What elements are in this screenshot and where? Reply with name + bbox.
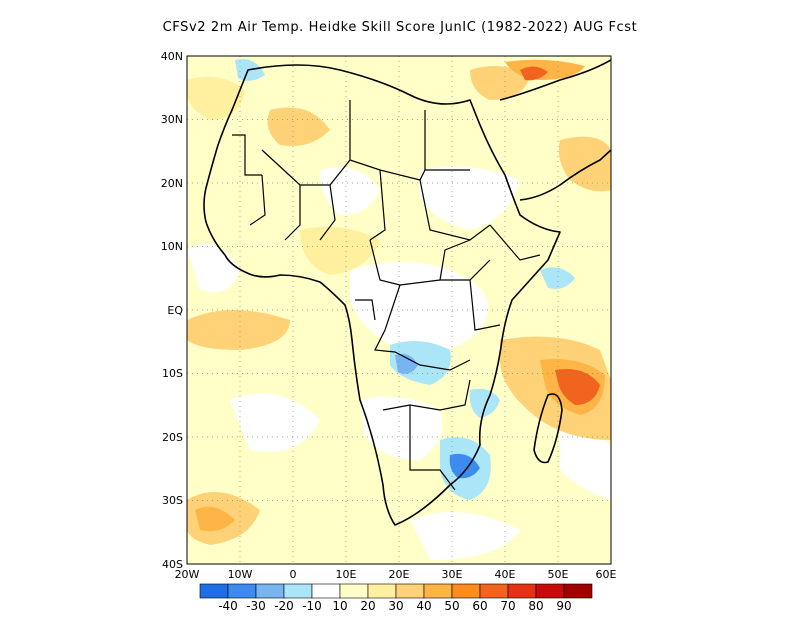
lon-label: 10E [336, 568, 357, 581]
lat-label: 20S [162, 431, 183, 444]
colorbar-swatch [395, 583, 425, 599]
gridlines [187, 56, 611, 564]
colorbar-swatch [227, 583, 257, 599]
lon-label: 20E [389, 568, 410, 581]
colorbar-label: 70 [500, 599, 515, 613]
lat-label: EQ [167, 304, 183, 317]
colorbar-label: 90 [556, 599, 571, 613]
colorbar-swatch [199, 583, 229, 599]
chart-title: CFSv2 2m Air Temp. Heidke Skill Score Ju… [162, 20, 638, 35]
colorbar-swatch [535, 583, 565, 599]
map-frame [186, 55, 612, 565]
colorbar-label: 30 [388, 599, 403, 613]
lon-label: 60E [596, 568, 617, 581]
colorbar-swatch [479, 583, 509, 599]
colorbar-swatch [563, 583, 593, 599]
colorbar-swatch [423, 583, 453, 599]
lat-label: 10S [162, 367, 183, 380]
colorbar-label: 50 [444, 599, 459, 613]
lat-label: 30S [162, 494, 183, 507]
colorbar-label: -10 [302, 599, 322, 613]
lon-label: 10W [228, 568, 253, 581]
lat-label: 20N [161, 177, 183, 190]
country-borders [232, 100, 541, 491]
colorbar-swatch [311, 583, 341, 599]
lat-label: 40N [161, 50, 183, 63]
lon-label: 30E [442, 568, 463, 581]
lon-label: 40E [495, 568, 516, 581]
lon-label: 0 [290, 568, 297, 581]
lat-axis: 40N 30N 20N 10N EQ 10S 20S 30S 40S [161, 50, 184, 571]
colorbar-label: -30 [246, 599, 266, 613]
colorbar-labels: -40 -30 -20 -10 10 20 30 40 50 60 70 80 90 [218, 599, 571, 613]
colorbar-label: 60 [472, 599, 487, 613]
colorbar-swatches [199, 583, 593, 599]
lat-label: 10N [161, 240, 183, 253]
coastlines [203, 59, 611, 526]
colorbar-label: -40 [218, 599, 238, 613]
lon-label: 50E [548, 568, 569, 581]
colorbar-swatch [507, 583, 537, 599]
colorbar-label: -20 [274, 599, 294, 613]
colorbar-swatch [339, 583, 369, 599]
colorbar-swatch [283, 583, 313, 599]
colorbar-label: 80 [528, 599, 543, 613]
colorbar-label: 10 [332, 599, 347, 613]
colorbar-swatch [451, 583, 481, 599]
lon-label: 20W [175, 568, 200, 581]
colorbar-swatch [367, 583, 397, 599]
lon-axis: 20W 10W 0 10E 20E 30E 40E 50E 60E [175, 568, 617, 581]
lat-label: 40S [162, 558, 183, 571]
colorbar-label: 20 [360, 599, 375, 613]
lat-label: 30N [161, 113, 183, 126]
colorbar: -40 -30 -20 -10 10 20 30 40 50 60 70 80 90 [199, 583, 593, 613]
colorbar-swatch [255, 583, 285, 599]
colorbar-label: 40 [416, 599, 431, 613]
